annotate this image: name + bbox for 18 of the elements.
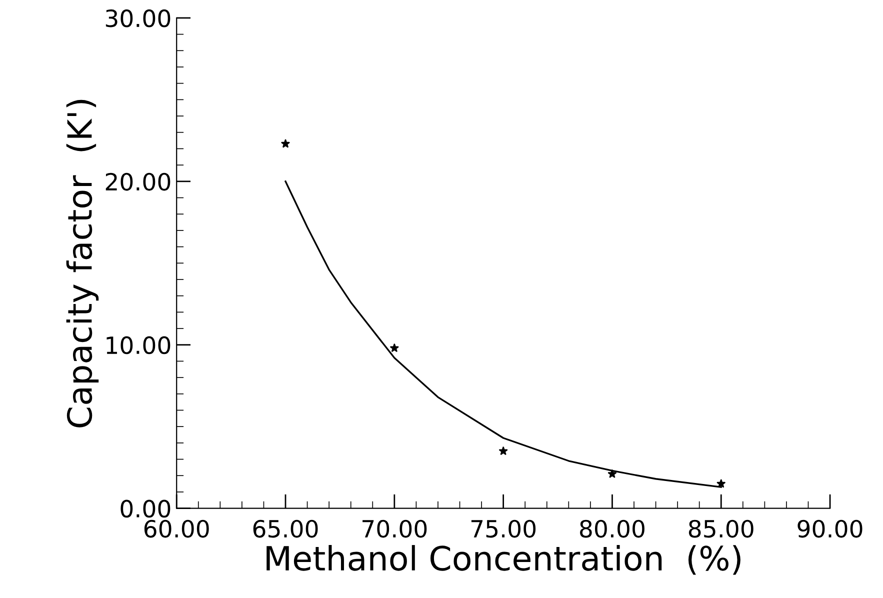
x-tick-label: 75.00 bbox=[471, 520, 536, 538]
y-axis-title: Capacity factor (K') bbox=[66, 100, 99, 428]
point bbox=[716, 479, 726, 488]
y-tick-label: 30.00 bbox=[106, 9, 170, 28]
point bbox=[281, 139, 290, 148]
x-tick-label: 80.00 bbox=[580, 520, 644, 538]
point bbox=[498, 446, 508, 455]
x-axis-title: Methanol Concentration (%) bbox=[266, 545, 740, 575]
y-tick-label: 0.00 bbox=[120, 500, 170, 518]
point bbox=[608, 469, 617, 478]
x-tick-label: 85.00 bbox=[688, 520, 754, 538]
y-tick-label: 10.00 bbox=[106, 336, 170, 354]
x-tick-label: 65.00 bbox=[253, 520, 318, 538]
x-tick-label: 70.00 bbox=[362, 520, 427, 538]
y-tick-label: 20.00 bbox=[106, 172, 170, 191]
point bbox=[390, 344, 399, 352]
x-tick-label: 90.00 bbox=[798, 520, 862, 538]
x-tick-label: 60.00 bbox=[144, 520, 209, 538]
